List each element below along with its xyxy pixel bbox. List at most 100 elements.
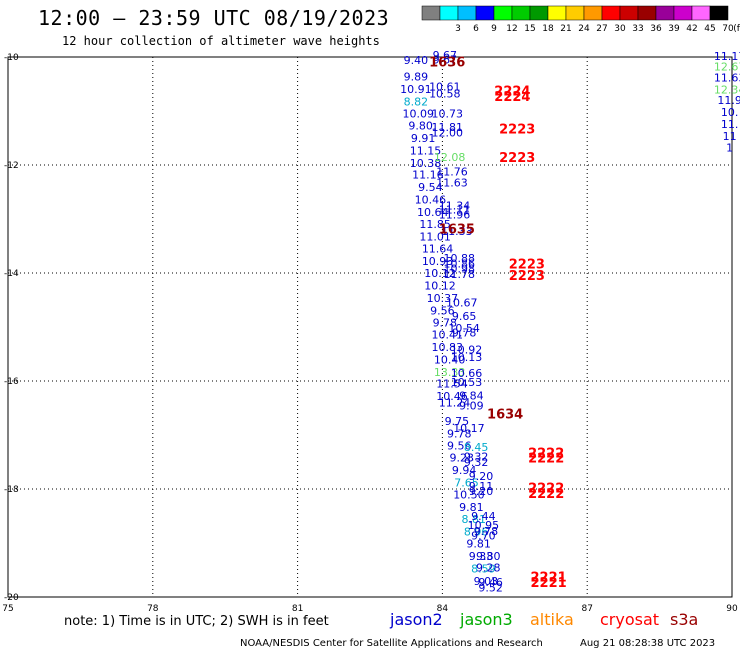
legend-swatch bbox=[619, 5, 639, 21]
wave-height-point: 7.65 bbox=[454, 477, 479, 490]
wave-height-point: 12.08 bbox=[434, 151, 466, 164]
wave-height-point: 9.84 bbox=[459, 390, 484, 403]
wave-height-point: 11.63 bbox=[436, 176, 468, 189]
wave-height-point: 9.44 bbox=[471, 510, 496, 523]
wave-height-point: 11.01 bbox=[419, 230, 451, 243]
legend-swatch bbox=[709, 5, 729, 21]
wave-height-point: 10.50 bbox=[453, 488, 485, 501]
legend-swatch bbox=[691, 5, 711, 21]
wave-height-point: 10.91 bbox=[400, 83, 432, 96]
legend-swatch bbox=[601, 5, 621, 21]
wave-height-point: 11.34 bbox=[439, 200, 471, 213]
wave-height-point: 11.11 bbox=[439, 203, 471, 216]
legend-tick-label: 45 bbox=[704, 24, 715, 34]
wave-height-point: 10.58 bbox=[429, 88, 461, 101]
wave-height-point: 10.13 bbox=[451, 351, 483, 364]
satellite-legend-altika: altika bbox=[530, 610, 574, 629]
wave-height-point: 10.95 bbox=[468, 519, 500, 532]
wave-height-point: 9.23 bbox=[449, 452, 474, 465]
track-time-label: 2221 bbox=[530, 576, 566, 591]
legend-swatch bbox=[547, 5, 567, 21]
satellite-legend-s3a: s3a bbox=[670, 610, 698, 629]
legend-swatch bbox=[439, 5, 459, 21]
wave-height-point: 11.33 bbox=[441, 225, 473, 238]
wave-height-point: 9.20 bbox=[469, 470, 494, 483]
wave-height-point: 11 bbox=[723, 130, 737, 143]
wave-height-point: 11.78 bbox=[444, 268, 476, 281]
wave-height-point: 9.32 bbox=[464, 451, 489, 464]
y-tick-label: -18 bbox=[4, 485, 19, 495]
wave-height-point: 9.20 bbox=[469, 485, 494, 498]
wave-height-point: 11.76 bbox=[436, 165, 468, 178]
y-tick-label: -12 bbox=[4, 161, 19, 171]
wave-height-point: 8.45 bbox=[464, 441, 489, 454]
plot-frame bbox=[7, 56, 733, 598]
legend-swatch bbox=[583, 5, 603, 21]
wave-height-point: 9.81 bbox=[466, 538, 491, 551]
x-tick-label: 90 bbox=[726, 604, 738, 614]
wave-height-point: 11.81 bbox=[431, 121, 463, 134]
track-time-label: 2221 bbox=[530, 570, 566, 585]
legend-tick-label: 9 bbox=[491, 24, 497, 34]
wave-height-point: 10.66 bbox=[451, 367, 483, 380]
legend-tick-label: 12 bbox=[506, 24, 517, 34]
wave-height-point: 8.59 bbox=[471, 562, 496, 575]
x-tick-label: 84 bbox=[437, 604, 449, 614]
legend-tick-label: 39 bbox=[668, 24, 680, 34]
wave-height-point: 10.46 bbox=[415, 194, 447, 207]
wave-height-point: 10.12 bbox=[424, 267, 456, 280]
wave-height-point: 10.17 bbox=[453, 422, 485, 435]
wave-height-point: 9.33 bbox=[469, 550, 494, 563]
wave-height-point: 9.75 bbox=[445, 415, 470, 428]
track-time-label: 1636 bbox=[429, 55, 465, 70]
track-time-label: 1634 bbox=[487, 407, 523, 422]
wave-height-point: 11.54 bbox=[436, 378, 468, 391]
wave-height-point: 11.17 bbox=[714, 50, 740, 63]
wave-height-point: 10.64 bbox=[417, 206, 449, 219]
wave-height-point: 10.53 bbox=[451, 376, 483, 389]
track-time-label: 2223 bbox=[499, 122, 535, 137]
wave-height-point: 9.78 bbox=[452, 326, 477, 339]
wave-height-point: 9.94 bbox=[452, 464, 477, 477]
wave-height-point: 10.93 bbox=[422, 255, 454, 268]
legend-swatch bbox=[565, 5, 585, 21]
satellite-legend-jason3: jason3 bbox=[459, 610, 513, 629]
wave-height-point: 9.70 bbox=[471, 529, 496, 542]
wave-height-point: 10.41 bbox=[431, 329, 463, 342]
legend-swatch bbox=[511, 5, 531, 21]
x-tick-label: 87 bbox=[581, 604, 592, 614]
wave-height-point: 11.15 bbox=[410, 144, 442, 157]
wave-height-point: 11.85 bbox=[419, 218, 451, 231]
wave-height-point: 10.73 bbox=[431, 108, 463, 121]
legend-tick-label: 70 bbox=[722, 24, 734, 34]
track-time-label: 2223 bbox=[509, 269, 545, 284]
y-tick-label: -16 bbox=[4, 377, 19, 387]
wave-height-point: 10.88 bbox=[444, 252, 476, 265]
legend-tick-label: 6 bbox=[473, 24, 479, 34]
wave-height-point: 11.64 bbox=[422, 243, 454, 256]
y-tick-label: -10 bbox=[4, 53, 19, 63]
legend-swatch bbox=[637, 5, 657, 21]
wave-height-point: 11.16 bbox=[412, 169, 444, 182]
wave-height-point: 9.80 bbox=[408, 120, 433, 133]
wave-height-point: 9.81 bbox=[459, 501, 484, 514]
wave-height-point: 10.37 bbox=[427, 292, 459, 305]
wave-height-point: 9.11 bbox=[469, 480, 494, 493]
wave-height-point: 10.98 bbox=[444, 263, 476, 276]
track-time-label: 2223 bbox=[509, 257, 545, 272]
wave-height-point: 10.67 bbox=[446, 297, 478, 310]
wave-height-point: 11.63 bbox=[714, 72, 740, 85]
wave-height-point: 9.32 bbox=[464, 456, 489, 469]
wave-height-point: 10.92 bbox=[451, 344, 483, 357]
legend-tick-label: 24 bbox=[578, 24, 590, 34]
wave-height-point: 13.33 bbox=[434, 366, 466, 379]
legend-tick-label: 36 bbox=[650, 24, 662, 34]
satellite-legend-jason2: jason2 bbox=[389, 610, 443, 629]
wave-height-point: 9.54 bbox=[418, 181, 443, 194]
wave-height-point: 11.24 bbox=[439, 397, 471, 410]
legend-swatch bbox=[655, 5, 675, 21]
track-time-label: 1635 bbox=[439, 223, 475, 238]
legend-swatch bbox=[475, 5, 495, 21]
wave-height-point: 10.54 bbox=[448, 322, 480, 335]
legend-unit: (ft) bbox=[733, 24, 740, 34]
